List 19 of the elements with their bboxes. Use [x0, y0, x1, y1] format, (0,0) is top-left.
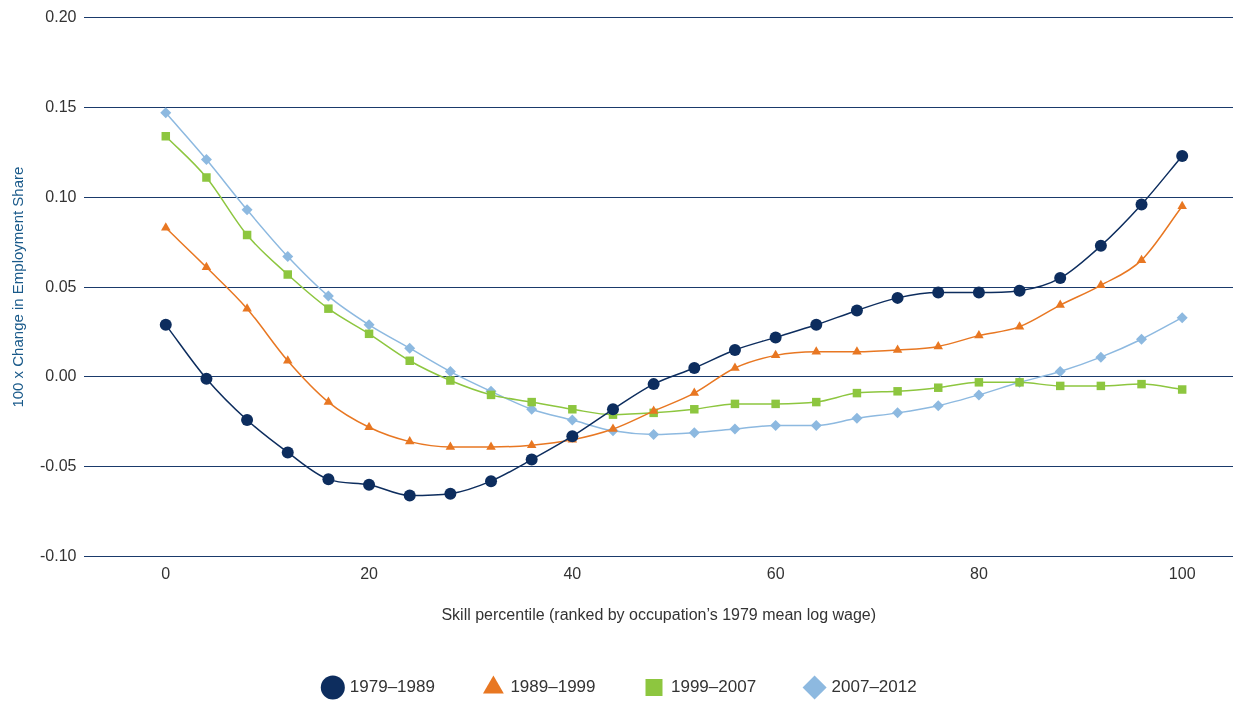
legend-label: 1999–2007 — [671, 677, 757, 697]
y-tick-label: 0.20 — [45, 8, 77, 26]
x-tick-label: 80 — [970, 564, 988, 582]
x-tick-label: 100 — [1168, 564, 1196, 582]
legend-label: 1979–1989 — [349, 677, 435, 697]
y-tick-label: 0.15 — [45, 97, 77, 115]
y-tick-label: 0.05 — [45, 277, 77, 295]
x-tick-label: 20 — [360, 564, 379, 582]
x-tick-label: 60 — [766, 564, 785, 582]
x-tick-label: 40 — [563, 564, 582, 582]
x-axis-title: Skill percentile (ranked by occupation’s 1979 mean log wage) — [441, 605, 877, 623]
x-tick-label: 0 — [161, 564, 171, 582]
y-tick-label: -0.05 — [40, 457, 77, 475]
legend-label: 2007–2012 — [831, 677, 917, 697]
y-tick-label: 0.10 — [45, 187, 77, 205]
legend-label: 1989–1999 — [510, 677, 596, 697]
y-tick-label: 0.00 — [45, 367, 77, 385]
y-axis-title: 100 x Change in Employment Share — [9, 166, 27, 408]
y-tick-label: -0.10 — [40, 547, 77, 565]
